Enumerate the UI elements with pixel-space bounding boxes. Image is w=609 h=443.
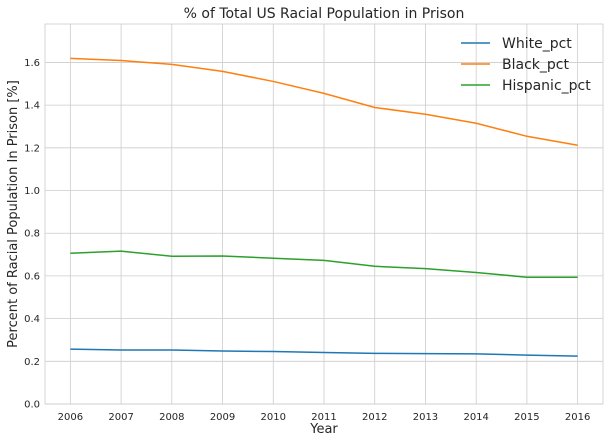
- y-tick-label: 0.0: [24, 400, 40, 411]
- y-tick-label: 0.6: [24, 271, 40, 282]
- x-tick-label: 2013: [413, 412, 438, 423]
- x-tick-label: 2008: [159, 412, 184, 423]
- legend-label: White_pct: [502, 36, 572, 52]
- legend-label: Hispanic_pct: [502, 78, 591, 94]
- legend-label: Black_pct: [502, 57, 569, 73]
- series-line-Black_pct: [70, 57, 578, 146]
- x-axis-label: Year: [309, 422, 338, 437]
- series-line-White_pct: [70, 348, 578, 357]
- y-axis-label: Percent of Racial Population In Prison […: [6, 80, 21, 348]
- x-tick-label: 2011: [311, 412, 336, 423]
- y-tick-label: 0.2: [24, 357, 40, 368]
- plot-frame: [44, 23, 604, 405]
- y-tick-label: 0.8: [24, 229, 40, 240]
- y-tick-label: 0.4: [24, 314, 40, 325]
- legend: White_pct Black_pct Hispanic_pct: [461, 36, 591, 94]
- y-tick-label: 1.6: [24, 58, 40, 69]
- x-tick-label: 2015: [514, 412, 539, 423]
- x-tick-label: 2006: [58, 412, 83, 423]
- x-tick-label: 2009: [210, 412, 235, 423]
- x-tick-label: 2010: [261, 412, 286, 423]
- x-tick-label: 2012: [362, 412, 387, 423]
- x-tick-label: 2016: [565, 412, 590, 423]
- y-tick-label: 1.2: [24, 143, 40, 154]
- x-tick-label: 2007: [108, 412, 133, 423]
- x-tick-label: 2014: [463, 412, 488, 423]
- y-tick-label: 1.0: [24, 186, 40, 197]
- chart-title: % of Total US Racial Population in Priso…: [184, 6, 465, 22]
- y-tick-label: 1.4: [24, 101, 40, 112]
- series-line-Hispanic_pct: [70, 250, 578, 278]
